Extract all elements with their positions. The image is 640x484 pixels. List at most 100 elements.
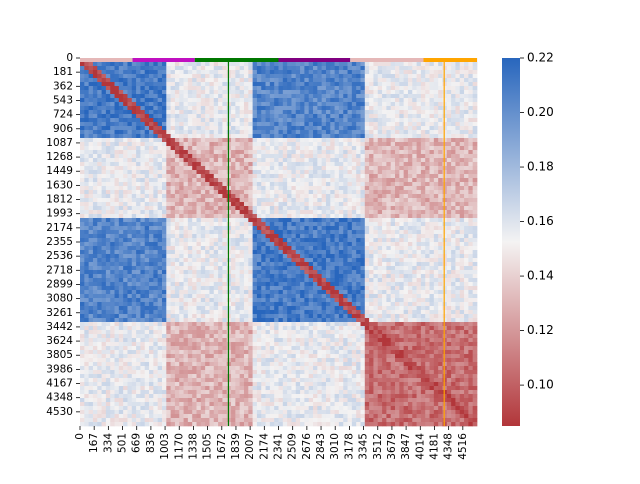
heatmap-cell (313, 202, 318, 207)
heatmap-cell (144, 90, 150, 95)
heatmap-cell (261, 66, 266, 71)
heatmap-cell (265, 138, 271, 143)
heatmap-cell (80, 274, 85, 279)
heatmap-cell (261, 174, 266, 179)
heatmap-cell (330, 86, 335, 91)
heatmap-cell (360, 106, 366, 111)
heatmap-cell (239, 142, 245, 147)
heatmap-cell (118, 270, 124, 275)
heatmap-cell (356, 226, 361, 231)
heatmap-cell (300, 154, 305, 159)
heatmap-cell (438, 142, 443, 147)
heatmap-cell (300, 234, 305, 239)
heatmap-cell (269, 158, 275, 163)
heatmap-cell (209, 138, 215, 143)
heatmap-cell (123, 226, 128, 231)
heatmap-cell (338, 126, 344, 131)
heatmap-cell (330, 94, 335, 99)
heatmap-cell (308, 246, 314, 251)
heatmap-cell (239, 246, 245, 251)
heatmap-cell (269, 122, 275, 127)
heatmap-cell (304, 154, 310, 159)
heatmap-cell (123, 178, 128, 183)
heatmap-cell (325, 238, 331, 243)
heatmap-cell (338, 110, 344, 115)
heatmap-cell (222, 162, 228, 167)
heatmap-cell (174, 166, 180, 171)
heatmap-cell (433, 230, 439, 235)
heatmap-cell (205, 110, 210, 115)
heatmap-cell (213, 270, 219, 275)
heatmap-cell (360, 142, 366, 147)
heatmap-cell (282, 182, 288, 187)
heatmap-cell (377, 138, 383, 143)
heatmap-cell (97, 270, 102, 275)
heatmap-cell (265, 218, 271, 223)
heatmap-cell (364, 242, 370, 247)
heatmap-cell (369, 166, 374, 171)
heatmap-cell (235, 154, 241, 159)
heatmap-cell (420, 90, 426, 95)
heatmap-cell (369, 78, 374, 83)
heatmap-cell (256, 158, 262, 163)
heatmap-cell (377, 270, 383, 275)
heatmap-cell (369, 262, 374, 267)
heatmap-cell (243, 90, 249, 95)
heatmap-cell (386, 230, 392, 235)
heatmap-cell (248, 122, 253, 127)
heatmap-cell (308, 250, 314, 255)
heatmap-cell (149, 82, 154, 87)
heatmap-cell (369, 182, 374, 187)
heatmap-cell (308, 226, 314, 231)
heatmap-cell (80, 218, 85, 223)
heatmap-cell (92, 154, 98, 159)
heatmap-cell (451, 62, 456, 67)
heatmap-cell (304, 62, 310, 67)
heatmap-cell (468, 210, 474, 215)
heatmap-cell (97, 122, 102, 127)
heatmap-cell (382, 182, 387, 187)
heatmap-cell (343, 166, 348, 171)
heatmap-cell (442, 254, 448, 259)
heatmap-cell (196, 190, 202, 195)
heatmap-cell (269, 230, 275, 235)
heatmap-cell (213, 98, 219, 103)
heatmap-cell (243, 158, 249, 163)
heatmap-cell (118, 98, 124, 103)
heatmap-cell (200, 262, 206, 267)
heatmap-cell (123, 150, 128, 155)
heatmap-cell (304, 102, 310, 107)
heatmap-cell (377, 66, 383, 71)
heatmap-cell (282, 118, 288, 123)
heatmap-cell (192, 90, 197, 95)
heatmap-cell (114, 238, 120, 243)
heatmap-cell (356, 106, 361, 111)
heatmap-cell (412, 214, 417, 219)
heatmap-cell (222, 154, 228, 159)
heatmap-cell (161, 210, 167, 215)
heatmap-cell (179, 202, 184, 207)
heatmap-cell (118, 118, 124, 123)
heatmap-cell (114, 98, 120, 103)
heatmap-cell (416, 78, 422, 83)
heatmap-cell (386, 78, 392, 83)
heatmap-cell (403, 190, 409, 195)
heatmap-cell (97, 250, 102, 255)
heatmap-cell (161, 114, 167, 119)
heatmap-cell (472, 138, 478, 143)
heatmap-cell (235, 162, 241, 167)
heatmap-cell (429, 238, 435, 243)
heatmap-cell (161, 142, 167, 147)
heatmap-cell (192, 74, 197, 79)
heatmap-cell (459, 70, 465, 75)
heatmap-cell (386, 202, 392, 207)
heatmap-cell (118, 106, 124, 111)
heatmap-cell (157, 190, 163, 195)
heatmap-cell (407, 106, 413, 111)
heatmap-cell (84, 194, 89, 199)
heatmap-cell (265, 158, 271, 163)
heatmap-cell (386, 186, 392, 191)
heatmap-cell (239, 238, 245, 243)
heatmap-cell (205, 170, 210, 175)
heatmap-cell (97, 266, 102, 271)
